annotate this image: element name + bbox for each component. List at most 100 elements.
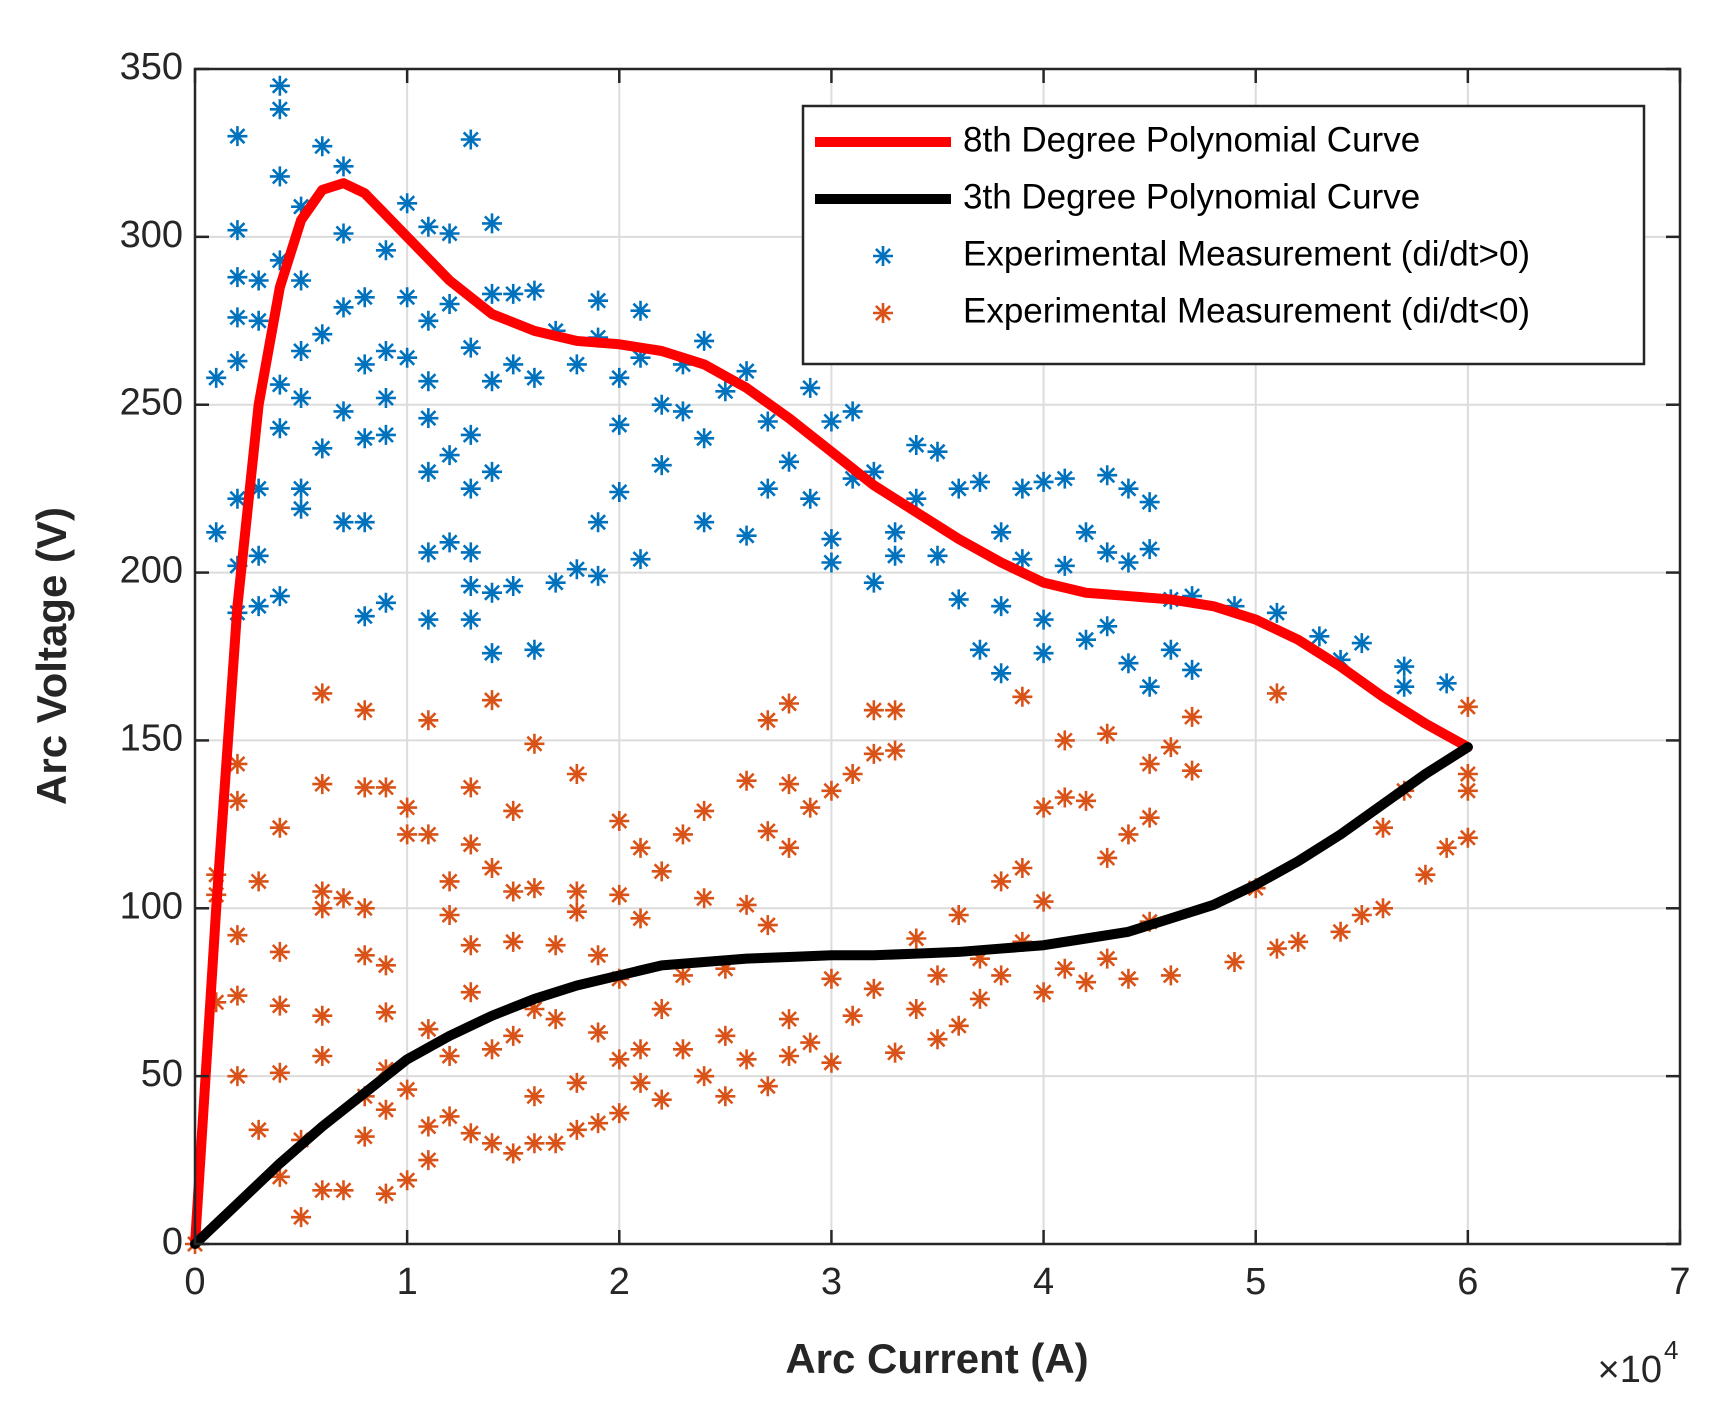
marker — [1118, 824, 1139, 845]
legend-label: 8th Degree Polynomial Curve — [963, 120, 1420, 159]
y-tick-label: 250 — [120, 382, 183, 424]
marker — [1288, 931, 1309, 952]
marker — [1076, 522, 1096, 543]
marker — [1033, 797, 1054, 818]
marker — [418, 216, 439, 237]
marker — [609, 1049, 630, 1070]
marker — [1076, 629, 1096, 650]
marker — [227, 126, 248, 147]
marker — [906, 435, 927, 455]
marker — [1457, 827, 1478, 848]
marker — [927, 965, 948, 986]
y-tick-label: 200 — [120, 550, 183, 592]
marker — [672, 824, 693, 845]
marker — [885, 522, 906, 543]
marker — [503, 1143, 524, 1164]
marker — [375, 777, 396, 798]
marker — [545, 935, 566, 956]
marker — [1160, 965, 1181, 986]
x-tick-label: 1 — [397, 1261, 418, 1303]
marker — [821, 411, 842, 432]
plot-marks — [185, 75, 1478, 1254]
marker — [863, 700, 884, 721]
marker — [333, 156, 354, 177]
marker — [269, 586, 290, 607]
marker — [524, 733, 545, 754]
marker — [439, 905, 460, 925]
marker — [948, 478, 969, 499]
marker — [291, 388, 312, 408]
marker — [1266, 938, 1287, 959]
x-tick-label: 5 — [1245, 1261, 1266, 1303]
marker — [694, 888, 715, 909]
marker — [779, 774, 799, 795]
marker — [460, 982, 481, 1003]
curve — [190, 178, 1473, 1249]
marker — [609, 1103, 630, 1124]
marker — [269, 75, 290, 96]
marker — [354, 777, 375, 798]
x-tick-label: 6 — [1457, 1261, 1478, 1303]
marker — [1012, 686, 1033, 707]
marker — [524, 639, 545, 660]
marker — [609, 884, 630, 905]
marker — [312, 1180, 333, 1201]
marker — [354, 606, 375, 627]
marker — [588, 1113, 609, 1134]
marker — [651, 861, 672, 882]
marker — [312, 881, 333, 902]
marker — [354, 1126, 375, 1147]
y-tick-label: 300 — [120, 214, 183, 256]
marker — [503, 354, 524, 375]
marker — [694, 428, 715, 449]
y-tick-label: 0 — [162, 1221, 183, 1263]
x-tick-label: 3 — [821, 1261, 842, 1303]
marker — [227, 790, 248, 811]
marker — [227, 307, 248, 328]
marker — [779, 451, 799, 472]
legend-label: 3th Degree Polynomial Curve — [963, 177, 1420, 216]
legend-marker — [873, 303, 893, 323]
marker — [800, 377, 821, 398]
marker — [269, 250, 290, 271]
marker — [227, 267, 248, 288]
legend-label: Experimental Measurement (di/dt>0) — [963, 234, 1530, 273]
marker — [1266, 683, 1287, 704]
marker — [482, 690, 502, 711]
marker — [842, 764, 863, 784]
marker — [248, 270, 269, 291]
marker — [757, 821, 778, 842]
marker — [1266, 602, 1287, 623]
marker — [609, 811, 630, 831]
marker — [757, 710, 778, 731]
marker — [630, 908, 651, 929]
marker — [779, 837, 799, 858]
marker — [375, 240, 396, 261]
marker — [1097, 542, 1118, 563]
marker — [397, 347, 418, 368]
marker — [312, 136, 333, 157]
marker — [715, 1086, 736, 1107]
marker — [439, 871, 460, 892]
marker — [1097, 723, 1118, 744]
marker — [672, 1039, 693, 1060]
marker — [927, 441, 948, 462]
marker — [1054, 555, 1075, 576]
marker — [269, 374, 290, 395]
y-tick-label: 150 — [120, 717, 183, 759]
marker — [397, 824, 418, 845]
marker — [227, 1066, 248, 1087]
marker — [1182, 659, 1203, 680]
marker — [375, 592, 396, 613]
marker — [736, 894, 757, 915]
marker — [1097, 616, 1118, 637]
marker — [630, 347, 651, 368]
marker — [1182, 760, 1203, 781]
marker — [651, 1089, 672, 1110]
marker — [524, 1086, 545, 1107]
marker — [291, 270, 312, 291]
marker — [757, 478, 778, 499]
marker — [1224, 952, 1245, 972]
marker — [418, 609, 439, 630]
marker — [1033, 891, 1054, 912]
